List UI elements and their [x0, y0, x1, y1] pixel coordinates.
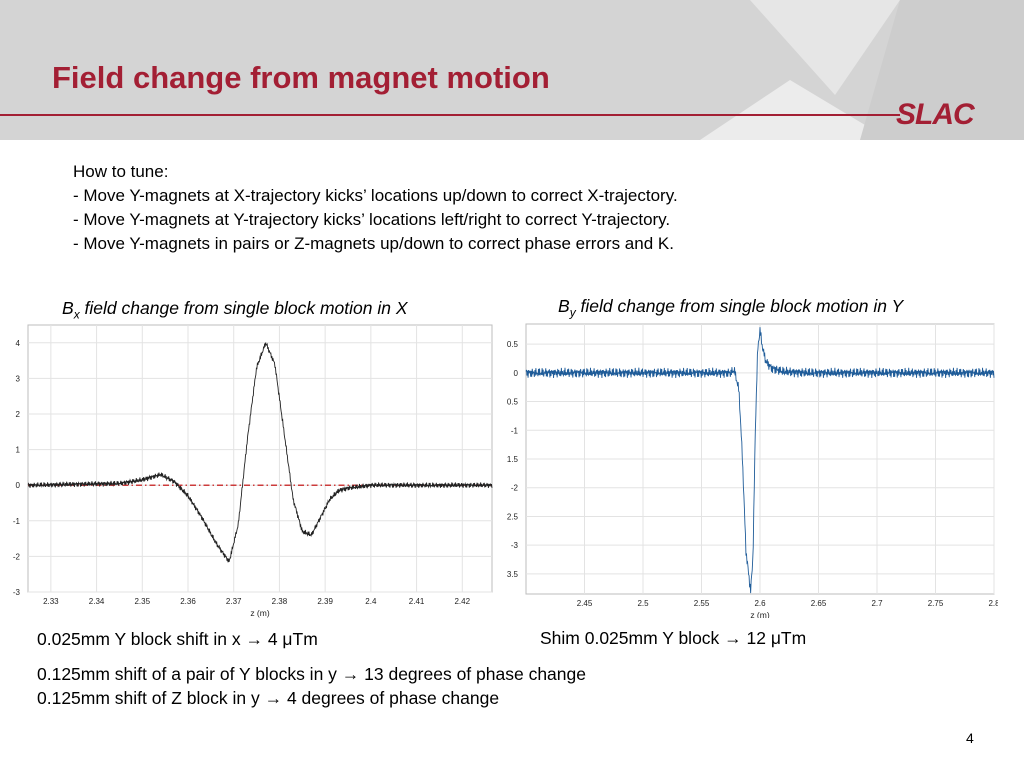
decorative-triangles: [700, 0, 1024, 140]
x-tick-label: 2.33: [43, 597, 59, 606]
y-tick-label: 0.5: [507, 398, 519, 407]
bx-field-chart: 2.33 2.34 2.35 2.36 2.37 2.38 2.39 2.4 2.41 2.42 -…: [13, 324, 493, 618]
caption-subscript: y: [569, 305, 576, 320]
x-tick-label: 2.55: [694, 599, 710, 608]
series-line: [27, 342, 493, 563]
caption-text: field change from single block motion in…: [79, 298, 408, 318]
x-tick-label: 2.42: [454, 597, 470, 606]
caption-subscript: x: [73, 307, 80, 322]
y-tick-label: 2: [16, 410, 21, 419]
x-tick-label: 2.5: [637, 599, 649, 608]
x-tick-label: 2.39: [317, 597, 333, 606]
header-band: Field change from magnet motion SLAC: [0, 0, 1024, 140]
title-divider: [0, 114, 900, 116]
y-tick-label: 4: [16, 339, 21, 348]
y-tick-label: -2: [13, 552, 21, 561]
x-tick-label: 2.37: [226, 597, 242, 606]
y-tick-label: -3: [511, 541, 519, 550]
x-tick-label: 2.75: [928, 599, 944, 608]
y-tick-label: 3: [16, 374, 21, 383]
y-tick-label: -1: [13, 517, 21, 526]
x-tick-label: 2.34: [89, 597, 105, 606]
y-tick-label: 3.5: [507, 570, 519, 579]
caption-symbol: B: [62, 298, 74, 318]
y-tick-label: 0: [16, 481, 21, 490]
y-tick-label: -2: [511, 484, 519, 493]
caption-symbol: B: [558, 296, 570, 316]
x-tick-label: 2.36: [180, 597, 196, 606]
right-chart-caption: By field change from single block motion…: [558, 296, 903, 320]
x-tick-label: 2.4: [365, 597, 377, 606]
left-chart-caption: Bx field change from single block motion…: [62, 298, 408, 322]
x-axis-label: z (m): [250, 608, 270, 618]
by-field-chart: 2.45 2.5 2.55 2.6 2.65 2.7 2.75 2.8 0.5 0 0.5 -1 1.5…: [507, 323, 998, 618]
y-tick-label: -3: [13, 588, 21, 597]
right-result-note: Shim 0.025mm Y block → 12 μTm: [540, 628, 807, 648]
x-tick-label: 2.38: [272, 597, 288, 606]
y-tick-label: 0: [514, 369, 519, 378]
page-number: 4: [966, 730, 974, 746]
page-title: Field change from magnet motion: [52, 60, 550, 95]
x-tick-label: 2.65: [811, 599, 827, 608]
x-tick-label: 2.41: [409, 597, 425, 606]
plot-area: [27, 324, 493, 593]
instruction-line: - Move Y-magnets at X-trajectory kicks’ …: [73, 186, 678, 205]
x-tick-label: 2.8: [988, 599, 998, 608]
instructions-heading: How to tune:: [73, 162, 169, 181]
instruction-line: - Move Y-magnets at Y-trajectory kicks’ …: [73, 210, 671, 229]
y-tick-label: 1.5: [507, 455, 519, 464]
tuning-instructions: How to tune: - Move Y-magnets at X-traje…: [73, 160, 678, 256]
x-axis-label: z (m): [750, 610, 770, 618]
phase-z-note: 0.125mm shift of Z block in y → 4 degree…: [37, 688, 500, 708]
left-result-note: 0.025mm Y block shift in x → 4 μTm: [37, 629, 318, 649]
x-tick-label: 2.45: [577, 599, 593, 608]
y-tick-label: 2.5: [507, 512, 519, 521]
series-line: [525, 327, 995, 594]
caption-text: field change from single block motion in…: [575, 296, 904, 316]
slac-logo: SLAC: [896, 98, 975, 131]
x-tick-label: 2.7: [871, 599, 883, 608]
x-tick-label: 2.6: [754, 599, 766, 608]
phase-pair-note: 0.125mm shift of a pair of Y blocks in y…: [37, 664, 586, 684]
y-tick-label: -1: [511, 426, 519, 435]
x-tick-label: 2.35: [134, 597, 150, 606]
instruction-line: - Move Y-magnets in pairs or Z-magnets u…: [73, 234, 674, 253]
y-tick-label: 0.5: [507, 340, 519, 349]
y-tick-label: 1: [16, 446, 21, 455]
